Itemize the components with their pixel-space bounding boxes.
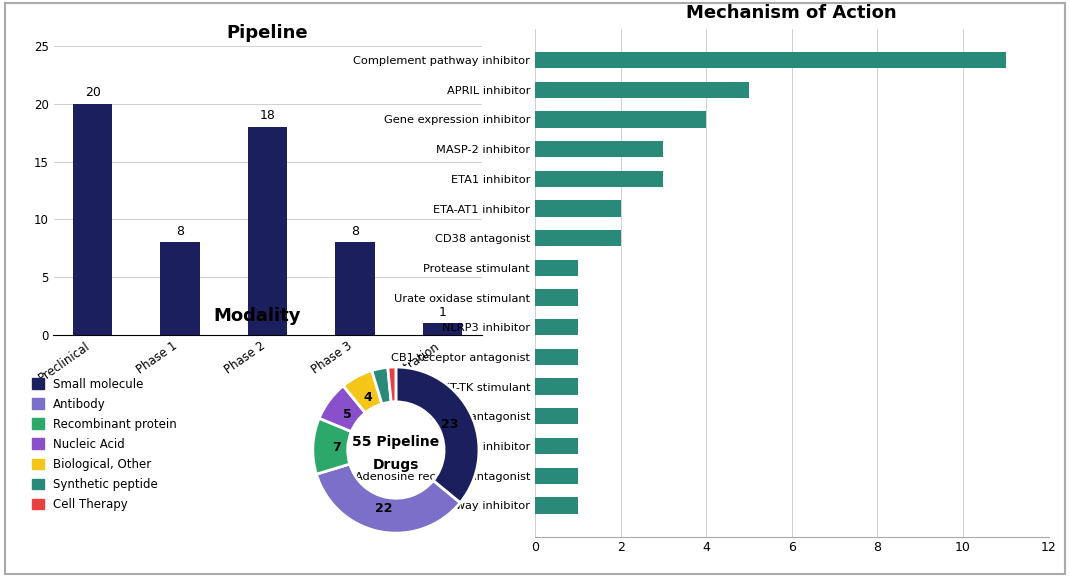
Title: Modality: Modality: [213, 306, 301, 324]
Bar: [535, 52, 1006, 68]
Bar: [423, 323, 462, 335]
Text: Drugs: Drugs: [372, 458, 419, 472]
Bar: [535, 171, 663, 187]
Bar: [335, 242, 374, 335]
Text: 22: 22: [376, 502, 393, 515]
Text: 7: 7: [332, 441, 340, 454]
Wedge shape: [371, 368, 392, 404]
Text: 4: 4: [364, 391, 372, 404]
Bar: [73, 104, 112, 335]
Text: 18: 18: [260, 109, 275, 122]
Wedge shape: [396, 367, 479, 503]
Bar: [535, 200, 621, 217]
Bar: [535, 141, 663, 158]
Bar: [535, 290, 578, 306]
Wedge shape: [387, 367, 396, 402]
Bar: [160, 242, 200, 335]
Bar: [535, 81, 749, 98]
Title: Pipeline: Pipeline: [227, 24, 308, 42]
Bar: [535, 349, 578, 365]
Wedge shape: [319, 386, 365, 432]
Text: 23: 23: [441, 418, 459, 431]
Legend: Small molecule, Antibody, Recombinant protein, Nucleic Acid, Biological, Other, : Small molecule, Antibody, Recombinant pr…: [32, 377, 177, 511]
Text: 1: 1: [439, 305, 446, 319]
Bar: [535, 408, 578, 425]
Text: 5: 5: [343, 408, 352, 421]
Bar: [535, 319, 578, 335]
Bar: [248, 127, 287, 335]
Title: Mechanism of Action: Mechanism of Action: [687, 3, 897, 22]
Bar: [535, 438, 578, 454]
Wedge shape: [317, 464, 460, 533]
Bar: [535, 230, 621, 246]
Bar: [535, 111, 706, 128]
Text: 8: 8: [177, 224, 184, 238]
Text: 8: 8: [351, 224, 358, 238]
Bar: [535, 260, 578, 276]
Wedge shape: [312, 418, 351, 474]
Bar: [535, 379, 578, 395]
Wedge shape: [343, 370, 382, 413]
Text: 55 Pipeline: 55 Pipeline: [352, 434, 440, 449]
Bar: [535, 497, 578, 514]
Bar: [535, 467, 578, 484]
Text: 20: 20: [85, 86, 101, 99]
